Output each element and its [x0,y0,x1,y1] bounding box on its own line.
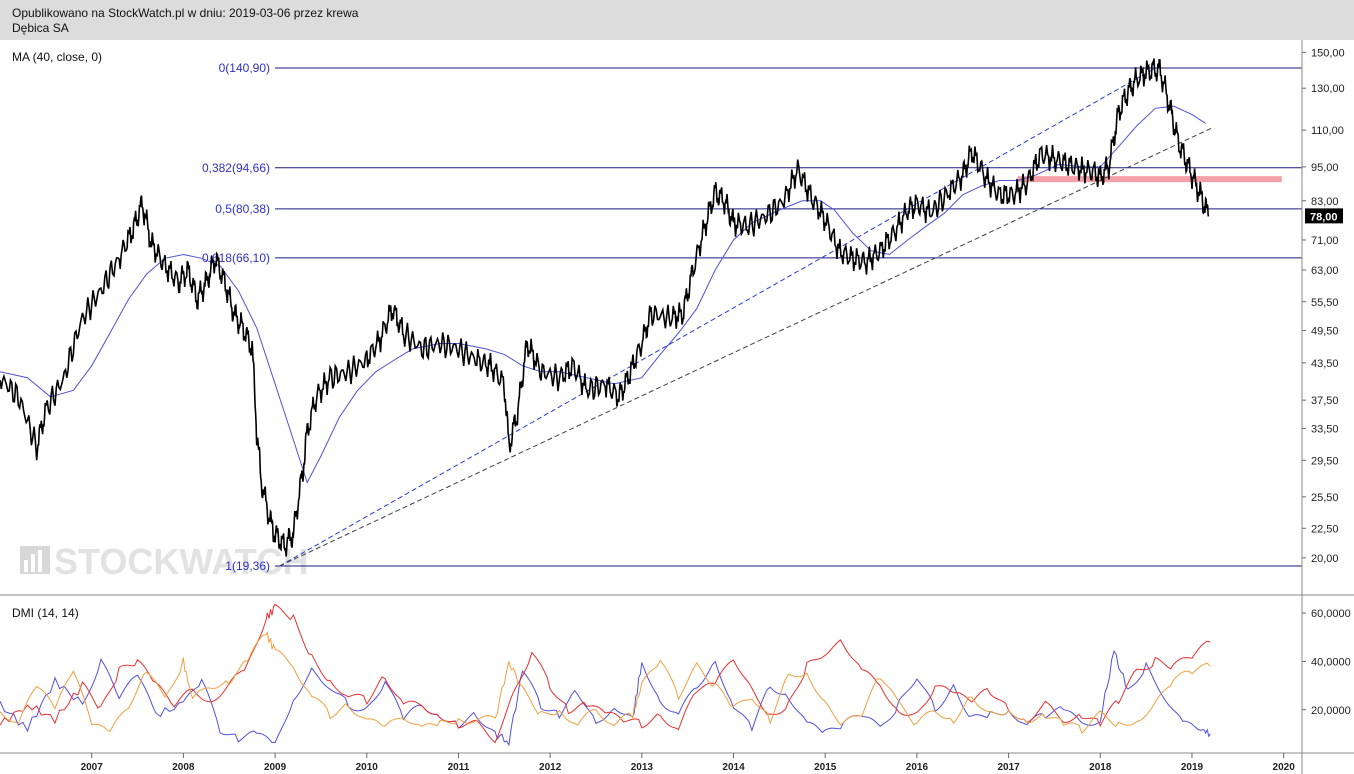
price-tick-label: 110,00 [1311,125,1344,137]
publication-info: Opublikowano na StockWatch.pl w dniu: 20… [12,6,359,20]
year-tick-label: 2012 [539,762,562,773]
dmi-panel [0,603,1211,747]
price-tick-label: 29,50 [1311,455,1339,467]
price-tick-label: 95,00 [1311,162,1339,174]
year-tick-label: 2015 [814,762,837,773]
dmi-line-minus_di [0,603,1211,744]
price-tick-label: 37,50 [1311,395,1339,407]
last-price-label: 78,00 [1310,211,1338,223]
last-price-badge [1305,208,1343,224]
watermark-text: STOCKWATCH [54,541,309,582]
price-tick-label: 150,00 [1311,47,1345,59]
dmi-tick-label: 60,0000 [1311,608,1351,620]
dmi-indicator-label: DMI (14, 14) [12,606,79,620]
lower-trend-line [279,127,1213,567]
year-tick-label: 2016 [906,762,929,773]
price-tick-label: 63,00 [1311,265,1339,277]
ma-indicator-label: MA (40, close, 0) [12,50,102,64]
ma-line [0,105,1206,484]
dmi-tick-label: 40,0000 [1311,656,1351,668]
fib-level-label: 0,5(80,38) [215,202,270,216]
price-tick-label: 83,00 [1311,196,1339,208]
price-tick-label: 20,00 [1311,553,1339,565]
dmi-tick-label: 20,0000 [1311,705,1351,717]
watermark: STOCKWATCH [20,541,309,582]
year-tick-label: 2008 [172,762,195,773]
chart-canvas: STOCKWATCH 0(140,90) 0,382(94,66) 0,5(80,3… [0,40,1354,774]
price-panel: 0(140,90)0,382(94,66)0,5(80,38)0,618(66,… [0,58,1302,573]
dmi-line-adx [0,631,1211,734]
fib-level-label: 0,382(94,66) [202,161,270,175]
year-tick-label: 2010 [356,762,379,773]
price-tick-label: 49,50 [1311,325,1339,337]
instrument-name: Dębica SA [12,21,69,35]
upper-trend-line [279,67,1156,567]
year-tick-label: 2013 [631,762,654,773]
price-tick-label: 22,50 [1311,523,1339,535]
watermark-bar-3 [38,550,42,572]
year-tick-label: 2014 [722,762,745,773]
year-tick-label: 2009 [264,762,287,773]
price-tick-label: 71,00 [1311,235,1339,247]
year-tick-label: 2019 [1181,762,1204,773]
watermark-bar-2 [31,554,35,572]
year-tick-label: 2017 [997,762,1020,773]
year-tick-label: 2011 [448,762,470,773]
price-tick-label: 55,50 [1311,297,1339,309]
price-tick-label: 33,50 [1311,423,1339,435]
year-tick-label: 2018 [1089,762,1112,773]
watermark-bar-1 [24,560,28,572]
year-tick-label: 2007 [81,762,104,773]
price-tick-label: 43,50 [1311,358,1339,370]
price-tick-label: 25,50 [1311,492,1339,504]
price-line [0,58,1210,557]
price-tick-label: 130,00 [1311,83,1345,95]
fib-level-label: 0(140,90) [219,61,270,75]
year-tick-label: 2020 [1273,762,1296,773]
axes: 150,00 130,00 110,00 95,00 83,00 71,00 63,00 55… [0,40,1354,774]
fib-level-label: 1(19,36) [225,559,270,573]
chart-header: Opublikowano na StockWatch.pl w dniu: 20… [0,0,1354,40]
